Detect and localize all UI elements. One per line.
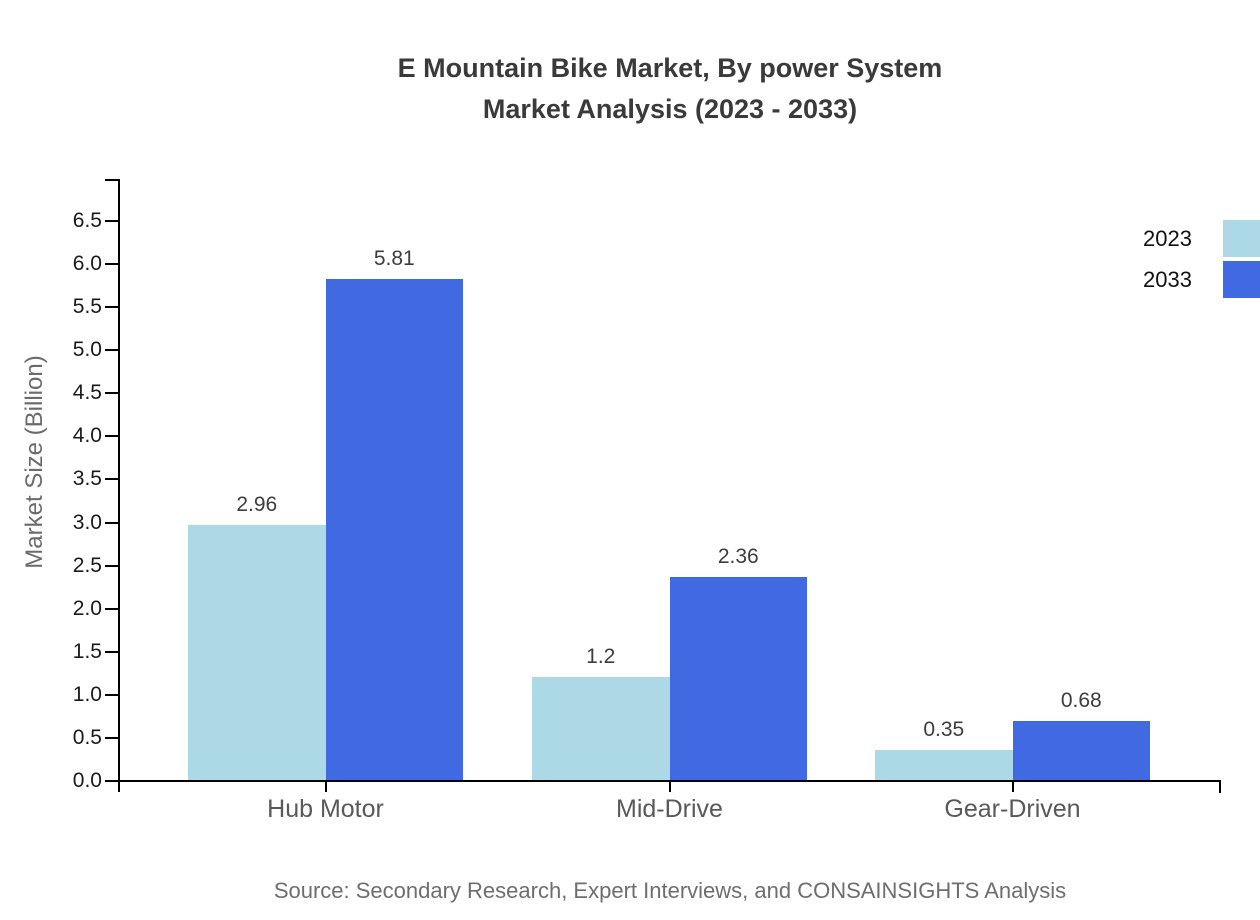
bar-2033-hub-motor xyxy=(325,279,463,780)
bar-2023-gear-driven xyxy=(875,750,1013,780)
legend-swatch-2033 xyxy=(1223,261,1260,298)
x-tick xyxy=(1011,782,1014,792)
source-note: Source: Secondary Research, Expert Inter… xyxy=(273,878,1067,903)
x-tick xyxy=(668,782,671,792)
y-tick-label: 1.0 xyxy=(72,683,102,706)
legend-label-2033: 2033 xyxy=(1143,267,1192,292)
y-tick xyxy=(105,392,118,394)
y-tick-label: 4.0 xyxy=(72,424,102,447)
category-label-hub-motor: Hub Motor xyxy=(267,795,384,823)
y-tick-label: 3.5 xyxy=(72,467,102,490)
y-tick xyxy=(105,435,118,437)
value-label-2033-mid-drive: 2.36 xyxy=(717,545,759,568)
y-tick-label: 0.0 xyxy=(72,769,102,792)
y-tick xyxy=(105,694,118,696)
y-tick xyxy=(105,780,118,782)
bar-2033-gear-driven xyxy=(1012,721,1150,780)
y-tick-label: 6.0 xyxy=(72,252,102,275)
legend-swatch-2023 xyxy=(1223,220,1260,257)
chart-title-line2: Market Analysis (2023 - 2033) xyxy=(482,94,858,124)
y-tick-label: 3.0 xyxy=(72,511,102,534)
bar-2023-mid-drive xyxy=(532,677,670,780)
y-tick-label: 2.5 xyxy=(72,554,102,577)
x-tick xyxy=(324,782,327,792)
category-label-mid-drive: Mid-Drive xyxy=(616,795,723,823)
value-label-2033-hub-motor: 5.81 xyxy=(373,247,415,270)
bar-2033-mid-drive xyxy=(669,577,807,780)
x-axis-line xyxy=(118,780,1221,782)
y-tick xyxy=(105,737,118,739)
chart-title: E Mountain Bike Market, By power System … xyxy=(120,48,1220,130)
legend-label-2023: 2023 xyxy=(1143,226,1192,251)
y-tick xyxy=(105,220,118,222)
y-axis-top-cap-tick xyxy=(105,179,118,181)
y-tick-label: 5.0 xyxy=(72,338,102,361)
value-label-2033-gear-driven: 0.68 xyxy=(1060,689,1102,712)
y-tick-label: 6.5 xyxy=(72,209,102,232)
y-tick xyxy=(105,306,118,308)
y-tick-label: 1.5 xyxy=(72,640,102,663)
y-tick xyxy=(105,651,118,653)
y-tick xyxy=(105,565,118,567)
y-tick xyxy=(105,608,118,610)
value-label-2023-mid-drive: 1.2 xyxy=(586,645,616,668)
chart-title-line1: E Mountain Bike Market, By power System xyxy=(397,53,943,83)
y-tick-label: 4.5 xyxy=(72,381,102,404)
y-tick xyxy=(105,522,118,524)
y-tick-label: 0.5 xyxy=(72,726,102,749)
y-tick xyxy=(105,478,118,480)
y-axis-line xyxy=(118,179,120,782)
y-tick-label: 5.5 xyxy=(72,295,102,318)
x-axis-right-cap-tick xyxy=(1219,780,1221,793)
y-tick xyxy=(105,263,118,265)
bar-2023-hub-motor xyxy=(188,525,326,780)
y-tick xyxy=(105,349,118,351)
x-axis-left-cap-tick xyxy=(118,782,120,792)
y-tick-label: 2.0 xyxy=(72,597,102,620)
category-label-gear-driven: Gear-Driven xyxy=(944,795,1081,823)
value-label-2023-hub-motor: 2.96 xyxy=(236,493,278,516)
value-label-2023-gear-driven: 0.35 xyxy=(923,718,965,741)
